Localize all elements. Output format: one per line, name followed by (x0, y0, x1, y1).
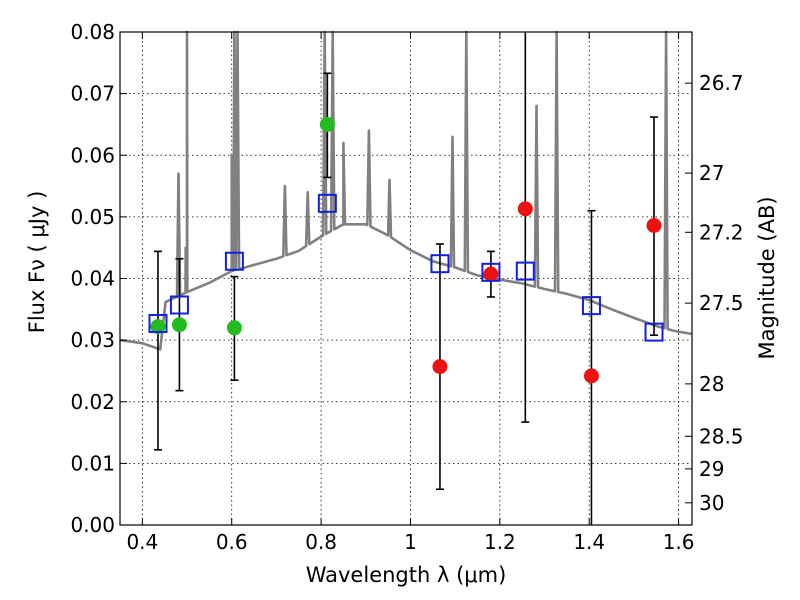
y2-tick-label: 26.7 (699, 71, 744, 95)
y2-tick-label: 27.5 (699, 291, 744, 315)
y-tick-label: 0.07 (70, 82, 115, 106)
x-tick-label: 1.4 (573, 530, 605, 554)
y2-tick-label: 27.2 (699, 220, 744, 244)
grid-lines (120, 31, 692, 526)
model-photometry-box (430, 254, 450, 274)
y-tick-label: 0.04 (70, 267, 115, 291)
y-tick-label: 0.05 (70, 205, 115, 229)
y-tick-label: 0.00 (70, 513, 115, 537)
model-photometry-box (224, 251, 244, 271)
model-photometry-box (515, 261, 535, 281)
y-tick-labels: 0.00 0.01 0.02 0.03 0.04 0.05 0.06 0.07 0.08 (70, 20, 115, 537)
data-point-red (517, 201, 533, 217)
x-axis-title: Wavelength λ (μm) (306, 563, 507, 587)
x-tick-label: 0.4 (126, 530, 158, 554)
y2-tick-label: 30 (699, 491, 724, 515)
y2-tick-label: 28 (699, 372, 724, 396)
data-point-red (483, 266, 499, 282)
model-spectrum-line (119, 30, 693, 351)
data-point-green (319, 116, 335, 132)
y-axis-title: Flux Fν ( μJy ) (25, 191, 49, 334)
data-point-red (583, 368, 599, 384)
data-point-green (171, 317, 187, 333)
model-photometry-box (148, 313, 168, 333)
y2-tick-labels: 26.7 27 27.2 27.5 28 28.5 29 30 (699, 71, 744, 515)
x-tick-label: 1.2 (484, 530, 516, 554)
y2-axis-title: Magnitude (AB) (755, 196, 779, 359)
data-point-green (150, 319, 166, 335)
model-photometry-box (581, 296, 601, 316)
marker-layer (148, 116, 664, 384)
data-point-red (646, 218, 662, 234)
y-tick-label: 0.03 (70, 328, 115, 352)
model-photometry-box (169, 295, 189, 315)
y2-tick-label: 27 (699, 161, 724, 185)
x-tick-label: 0.6 (216, 530, 248, 554)
y-tick-label: 0.01 (70, 451, 115, 475)
data-point-green (226, 320, 242, 336)
errorbar-layer (153, 32, 659, 525)
model-photometry-box (481, 262, 501, 282)
model-spectrum-layer (119, 30, 693, 351)
model-photometry-box (644, 322, 664, 342)
y2-tick-label: 28.5 (699, 424, 744, 448)
x-tick-label: 1.6 (663, 530, 695, 554)
model-photometry-box (317, 193, 337, 213)
axis-ticks (120, 31, 692, 526)
y-tick-label: 0.06 (70, 143, 115, 167)
y-tick-label: 0.08 (70, 20, 115, 44)
y2-tick-label: 29 (699, 457, 724, 481)
data-point-red (432, 359, 448, 375)
x-tick-labels: 0.4 0.6 0.8 1 1.2 1.4 1.6 (126, 530, 694, 554)
y-tick-label: 0.02 (70, 390, 115, 414)
x-tick-label: 0.8 (305, 530, 337, 554)
x-tick-label: 1 (404, 530, 417, 554)
